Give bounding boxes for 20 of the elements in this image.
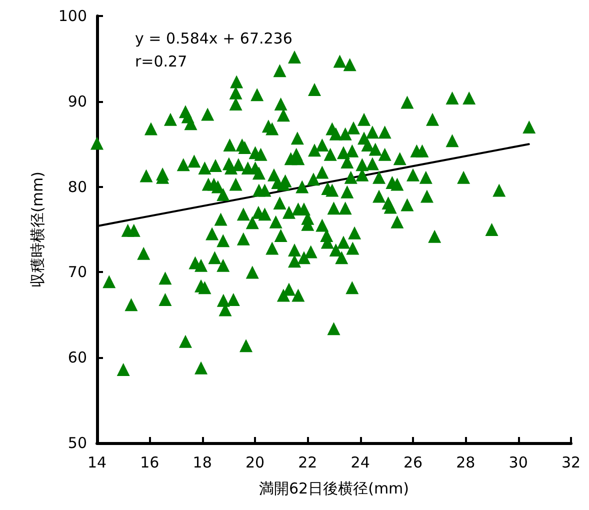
y-tick-label: 60: [68, 348, 87, 367]
x-tick-label: 26: [403, 454, 423, 472]
y-tick-label: 100: [58, 7, 87, 25]
y-tick-label: 90: [68, 92, 87, 110]
x-tick-label: 22: [298, 454, 318, 472]
y-tick-label: 70: [68, 263, 87, 282]
x-tick-label: 16: [140, 454, 160, 472]
annotation: r=0.27: [135, 52, 188, 70]
y-axis-title: 収穫時横径(mm): [28, 172, 46, 288]
x-tick-label: 18: [192, 454, 212, 472]
x-tick-label: 24: [350, 454, 370, 472]
x-tick-label: 20: [245, 454, 265, 472]
x-tick-label: 14: [87, 454, 107, 472]
x-tick-label: 28: [456, 454, 476, 472]
x-tick-label: 32: [561, 454, 581, 472]
y-tick-label: 80: [68, 178, 87, 196]
x-tick-label: 30: [508, 454, 528, 472]
annotation: y = 0.584x + 67.236: [135, 30, 292, 48]
y-tick-label: 50: [68, 434, 87, 452]
x-axis-title: 満開62日後横径(mm): [258, 480, 410, 498]
